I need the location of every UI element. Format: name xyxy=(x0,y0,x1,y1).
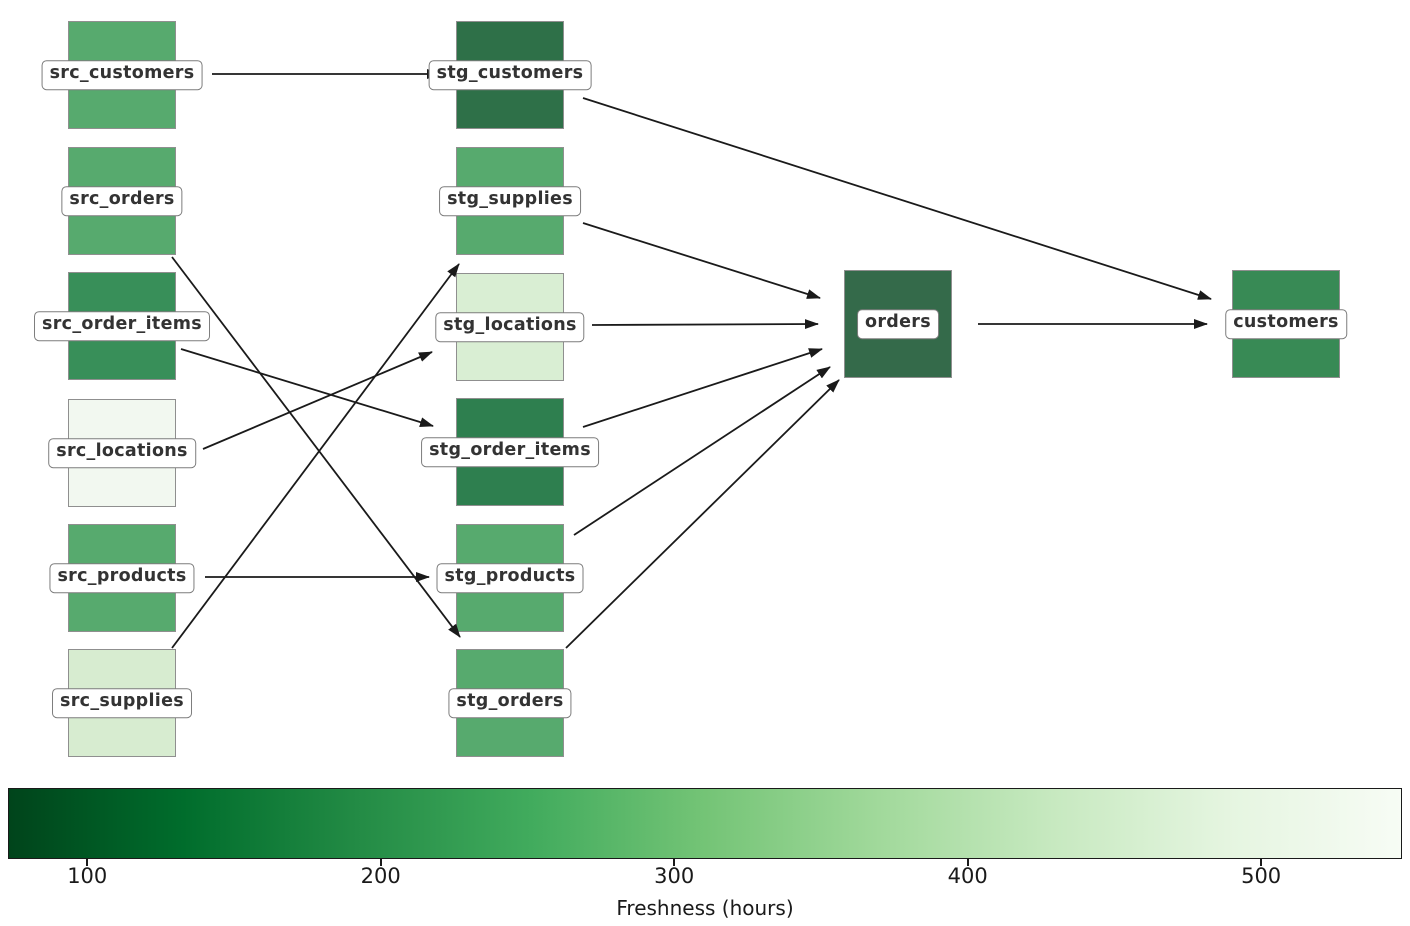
node-label-customers: customers xyxy=(1225,309,1347,339)
node-label-stg_products: stg_products xyxy=(436,563,584,593)
node-label-src_orders: src_orders xyxy=(61,186,183,216)
colorbar-ticklabel-400: 400 xyxy=(947,864,988,888)
node-label-src_locations: src_locations xyxy=(48,438,196,468)
colorbar-ticklabel-300: 300 xyxy=(654,864,695,888)
colorbar-ticklabel-500: 500 xyxy=(1241,864,1282,888)
node-label-stg_orders: stg_orders xyxy=(448,688,572,718)
colorbar-tick-200 xyxy=(379,859,382,866)
node-label-orders: orders xyxy=(857,309,939,339)
node-label-stg_order_items: stg_order_items xyxy=(421,437,599,467)
colorbar-tick-100 xyxy=(86,859,89,866)
node-label-src_customers: src_customers xyxy=(41,60,203,90)
colorbar-tick-400 xyxy=(966,859,969,866)
node-label-stg_locations: stg_locations xyxy=(435,312,585,342)
colorbar-ticklabel-200: 200 xyxy=(360,864,401,888)
node-label-src_order_items: src_order_items xyxy=(34,311,210,341)
colorbar-gradient xyxy=(8,788,1402,859)
colorbar-tick-500 xyxy=(1260,859,1263,866)
colorbar-tick-300 xyxy=(673,859,676,866)
node-label-src_products: src_products xyxy=(49,563,195,593)
colorbar-ticklabel-100: 100 xyxy=(67,864,108,888)
node-label-src_supplies: src_supplies xyxy=(52,688,192,718)
node-label-stg_supplies: stg_supplies xyxy=(439,186,581,216)
colorbar-axis-label: Freshness (hours) xyxy=(616,896,794,920)
node-label-stg_customers: stg_customers xyxy=(428,60,592,90)
